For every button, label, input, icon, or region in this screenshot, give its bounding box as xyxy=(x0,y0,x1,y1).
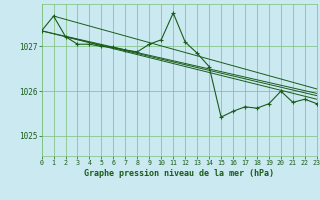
X-axis label: Graphe pression niveau de la mer (hPa): Graphe pression niveau de la mer (hPa) xyxy=(84,169,274,178)
